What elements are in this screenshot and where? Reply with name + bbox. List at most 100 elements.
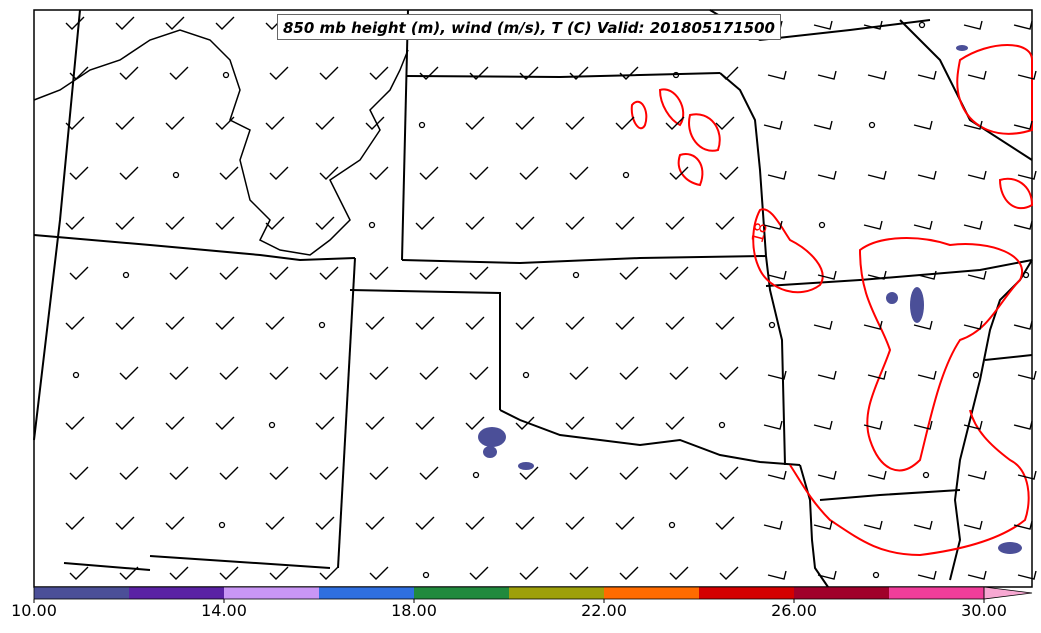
wind-barb <box>119 166 139 180</box>
wind-barb <box>665 316 685 330</box>
wind-barb <box>419 66 439 80</box>
colorbar-segment <box>129 587 225 599</box>
wind-barb <box>669 166 689 180</box>
shade-blob <box>956 45 968 51</box>
calm-wind-marker <box>572 271 580 279</box>
wind-barb <box>69 166 89 180</box>
border-mississippi <box>949 259 1033 581</box>
colorbar-outline <box>33 586 985 600</box>
colorbar-tick-label: 18.00 <box>391 601 437 620</box>
wind-barb <box>813 320 833 330</box>
wind-barb <box>469 166 489 180</box>
wind-barb <box>967 470 987 480</box>
wind-barb <box>215 316 235 330</box>
wind-barb <box>365 116 385 130</box>
wind-barb <box>913 520 933 530</box>
border-tn-ms <box>984 354 1033 361</box>
calm-wind-marker <box>672 71 680 79</box>
border-tx-la <box>799 464 829 588</box>
wind-barb <box>615 516 635 530</box>
isotherms <box>630 44 1034 557</box>
isotherm-2 <box>658 88 685 127</box>
border-ut-az <box>33 234 356 262</box>
wind-barb <box>619 466 639 480</box>
wind-barb <box>219 166 239 180</box>
wind-barb <box>515 316 535 330</box>
plot-title: 850 mb height (m), wind (m/s), T (C) Val… <box>277 14 781 40</box>
wind-barb <box>967 270 987 280</box>
border-red-river <box>499 409 801 466</box>
wind-barb <box>169 366 189 380</box>
wind-barb <box>619 66 639 80</box>
wind-barb <box>917 270 937 280</box>
wind-barb <box>763 120 783 130</box>
colorbar <box>33 586 1033 603</box>
wind-barb <box>763 420 783 430</box>
wind-barb <box>715 116 735 130</box>
wind-barb <box>219 266 239 280</box>
wind-barb <box>863 420 883 430</box>
wind-barb <box>813 520 833 530</box>
colorbar-tick-label: 10.00 <box>11 601 57 620</box>
shaded-areas <box>478 45 1022 554</box>
wind-barb <box>115 416 135 430</box>
wind-barb <box>215 416 235 430</box>
wind-barb <box>565 516 585 530</box>
colorbar-segment <box>889 587 985 599</box>
wind-barb <box>265 516 285 530</box>
wind-barb <box>719 566 739 580</box>
calm-wind-marker <box>72 371 80 379</box>
wind-barb <box>963 20 983 30</box>
colorbar-segment <box>604 587 700 599</box>
wind-barb <box>65 16 85 30</box>
wind-barb <box>519 66 539 80</box>
wind-barb <box>215 16 235 30</box>
calm-wind-marker <box>268 421 276 429</box>
wind-barb <box>569 166 589 180</box>
state-borders <box>33 9 1033 588</box>
wind-barb <box>715 216 735 230</box>
wind-barb <box>365 316 385 330</box>
wind-barb <box>315 516 335 530</box>
wind-barb <box>817 370 837 380</box>
wind-barb <box>719 266 739 280</box>
wind-barb <box>767 70 787 80</box>
wind-barb <box>1013 220 1033 230</box>
calm-wind-marker <box>422 571 430 579</box>
calm-wind-marker <box>872 571 880 579</box>
wind-barb <box>719 66 739 80</box>
wind-barb <box>913 120 933 130</box>
wind-barb <box>917 70 937 80</box>
wind-barb <box>565 216 585 230</box>
colorbar-segment <box>509 587 605 599</box>
wind-barb <box>1017 470 1037 480</box>
wind-barb <box>65 216 85 230</box>
calm-wind-marker <box>122 271 130 279</box>
wind-barb <box>369 466 389 480</box>
wind-barb <box>817 170 837 180</box>
colorbar-segment <box>34 587 130 599</box>
colorbar-tick-label: 14.00 <box>201 601 247 620</box>
wind-barb <box>867 470 887 480</box>
wind-barb <box>569 466 589 480</box>
wind-barb <box>963 120 983 130</box>
wind-barb <box>913 420 933 430</box>
calm-wind-marker <box>218 521 226 529</box>
wind-barb <box>169 66 189 80</box>
calm-wind-marker <box>368 221 376 229</box>
border-nm-tx <box>349 289 501 410</box>
wind-barb <box>315 416 335 430</box>
wind-barb <box>519 166 539 180</box>
calm-wind-marker <box>418 121 426 129</box>
wind-barb <box>169 266 189 280</box>
calm-wind-marker <box>972 371 980 379</box>
wind-barb <box>867 70 887 80</box>
colorbar-segment <box>224 587 320 599</box>
wind-barb <box>465 516 485 530</box>
wind-barb <box>69 566 89 580</box>
wind-barb <box>867 270 887 280</box>
wind-barb <box>169 566 189 580</box>
wind-barb <box>863 20 883 30</box>
wind-barb <box>515 116 535 130</box>
wind-barb <box>569 66 589 80</box>
